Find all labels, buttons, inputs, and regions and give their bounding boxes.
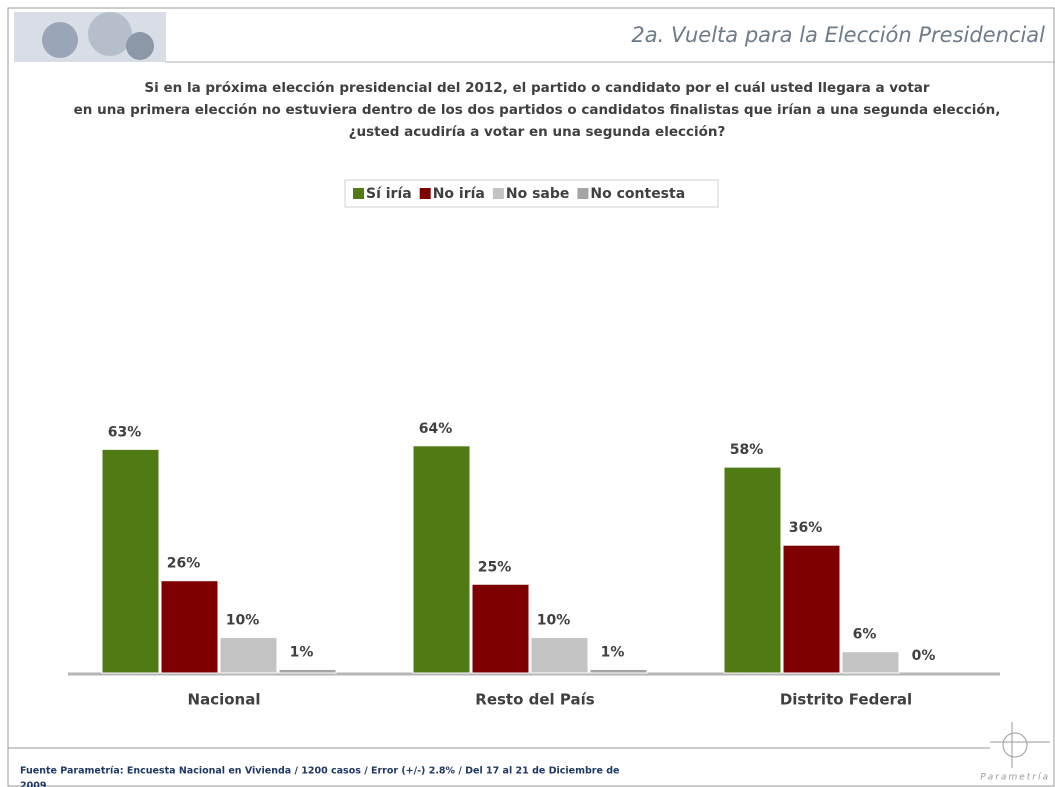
legend-swatch bbox=[420, 188, 431, 199]
value-label: 6% bbox=[853, 627, 877, 643]
legend-label: Sí iría bbox=[366, 186, 412, 202]
value-label: 63% bbox=[108, 424, 142, 440]
bar bbox=[724, 467, 781, 673]
bar bbox=[413, 446, 470, 673]
logo-text: Parametría bbox=[980, 773, 1050, 783]
value-label: 1% bbox=[290, 644, 314, 660]
value-label: 10% bbox=[537, 613, 571, 629]
bar bbox=[590, 669, 647, 673]
value-label: 26% bbox=[167, 556, 201, 572]
legend-swatch bbox=[577, 188, 588, 199]
x-tick-label: Resto del País bbox=[475, 691, 594, 709]
value-label: 64% bbox=[419, 421, 453, 437]
question-line: Si en la próxima elección presidencial d… bbox=[144, 80, 929, 96]
legend-label: No sabe bbox=[506, 186, 570, 202]
x-tick-label: Nacional bbox=[188, 691, 261, 709]
legend-label: No iría bbox=[433, 186, 485, 202]
legend-swatch bbox=[493, 188, 504, 199]
value-label: 25% bbox=[478, 559, 512, 575]
value-label: 1% bbox=[601, 644, 625, 660]
question-line: en una primera elección no estuviera den… bbox=[74, 102, 1001, 118]
value-label: 0% bbox=[912, 648, 936, 664]
bar bbox=[279, 669, 336, 673]
bar bbox=[472, 584, 529, 673]
value-label: 36% bbox=[789, 520, 823, 536]
value-label: 10% bbox=[226, 613, 260, 629]
value-label: 58% bbox=[730, 442, 764, 458]
source: Fuente Parametría: Encuesta Nacional en … bbox=[20, 766, 619, 777]
slide-title: 2a. Vuelta para la Elección Presidencial bbox=[631, 23, 1045, 47]
slide: 2a. Vuelta para la Elección Presidencial… bbox=[0, 0, 1055, 787]
source: 2009 bbox=[20, 781, 46, 787]
bar bbox=[531, 638, 588, 674]
question-line: ¿usted acudiría a votar en una segunda e… bbox=[349, 124, 726, 140]
bar bbox=[783, 545, 840, 673]
legend-label: No contesta bbox=[590, 186, 685, 202]
header-image bbox=[14, 12, 166, 62]
bar bbox=[842, 652, 899, 673]
x-tick-label: Distrito Federal bbox=[780, 691, 912, 709]
bar bbox=[102, 449, 159, 673]
legend-swatch bbox=[353, 188, 364, 199]
bar bbox=[161, 581, 218, 673]
bar bbox=[220, 638, 277, 674]
